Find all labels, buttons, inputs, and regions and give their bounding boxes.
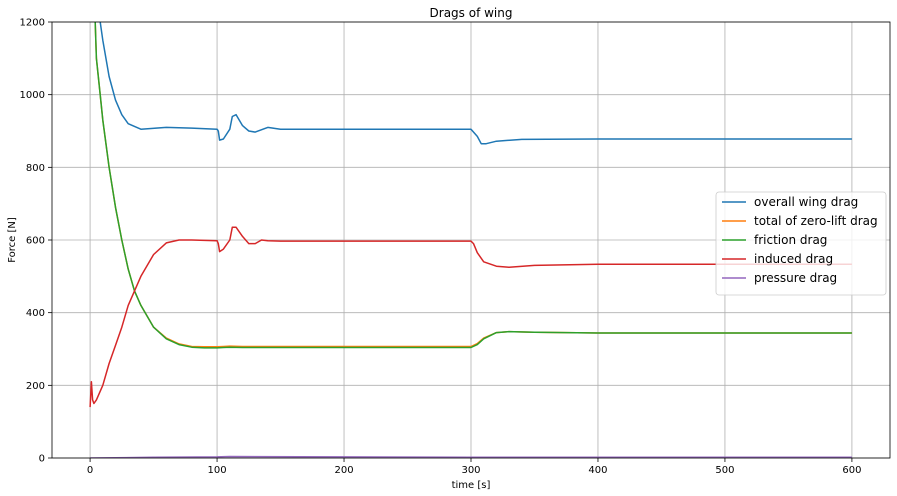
legend-label: pressure drag xyxy=(754,271,837,285)
y-tick-label: 1000 xyxy=(20,90,45,101)
x-tick-label: 500 xyxy=(715,465,734,476)
legend-label: friction drag xyxy=(754,233,827,247)
chart-title: Drags of wing xyxy=(430,6,513,20)
legend-label: overall wing drag xyxy=(754,195,858,209)
series-lines xyxy=(89,22,852,458)
x-tick-label: 300 xyxy=(461,465,480,476)
y-tick-label: 600 xyxy=(26,236,45,247)
y-axis-label: Force [N] xyxy=(7,217,18,263)
legend-label: induced drag xyxy=(754,252,833,266)
x-axis-label: time [s] xyxy=(452,480,491,491)
y-tick-label: 400 xyxy=(26,308,45,319)
x-tick-label: 600 xyxy=(842,465,861,476)
axis-ticks: 0 100 200 300 400 500 600 0 200 400 600 800 1000 1200 xyxy=(20,18,862,477)
series-line-overall-wing-drag xyxy=(99,22,852,145)
y-tick-label: 800 xyxy=(26,163,45,174)
series-line-induced-drag xyxy=(89,226,852,408)
series-line-friction-drag xyxy=(94,22,852,349)
y-tick-label: 200 xyxy=(26,381,45,392)
legend: overall wing drag total of zero-lift drag… xyxy=(715,191,887,296)
legend-label: total of zero-lift drag xyxy=(754,214,878,228)
legend-box xyxy=(715,191,887,296)
x-tick-label: 100 xyxy=(208,465,227,476)
series-line-pressure-drag xyxy=(90,455,852,458)
y-tick-label: 1200 xyxy=(20,18,45,29)
x-tick-label: 0 xyxy=(87,465,93,476)
y-tick-label: 0 xyxy=(39,454,45,465)
x-tick-label: 400 xyxy=(588,465,607,476)
x-tick-label: 200 xyxy=(334,465,353,476)
